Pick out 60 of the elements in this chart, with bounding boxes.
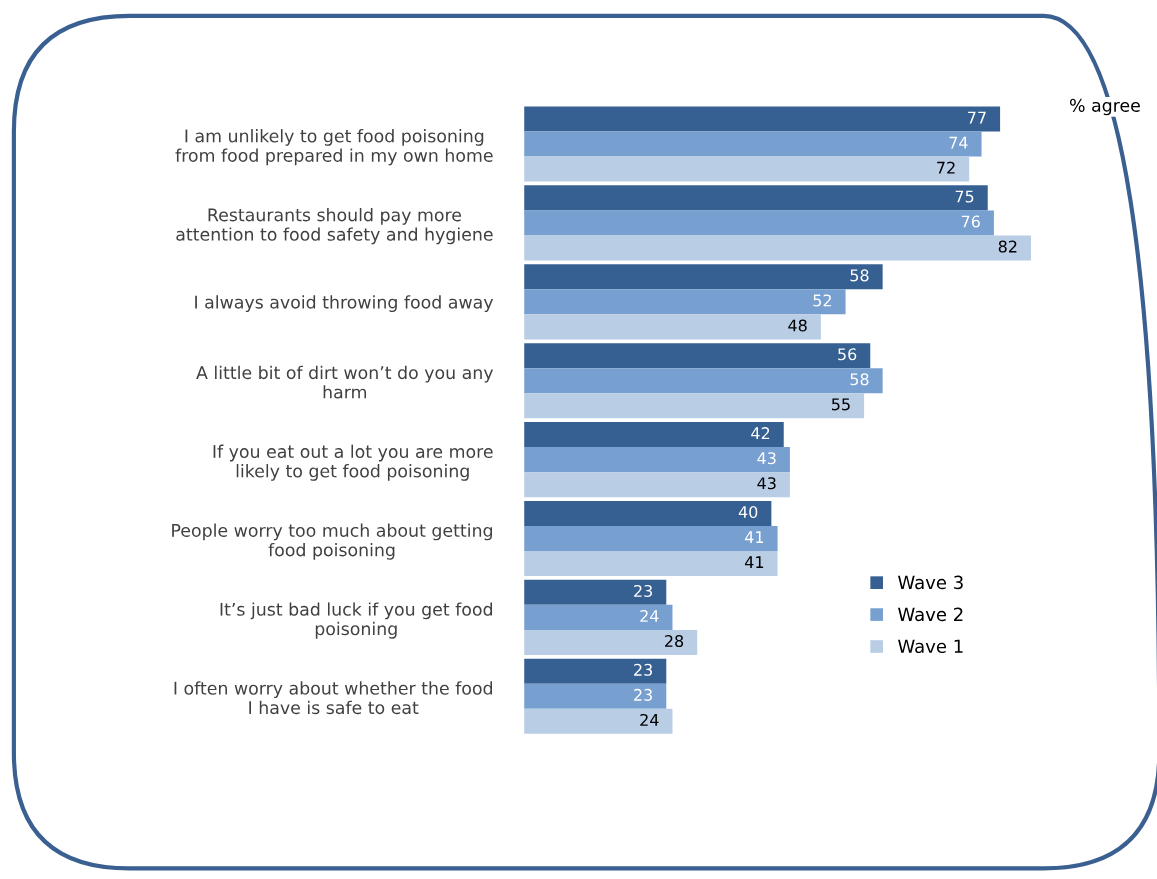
data-label: 43 xyxy=(757,477,776,490)
data-label: 42 xyxy=(751,427,770,439)
data-label: 24 xyxy=(640,713,659,726)
y-tick-label: I am unlikely to get food poisoning from food prepared in my own home xyxy=(175,129,493,166)
data-label: 48 xyxy=(788,319,807,332)
data-label: 56 xyxy=(838,348,857,361)
bar xyxy=(524,500,772,526)
y-tick-label: If you eat out a lot you are more likely to get food poisoning xyxy=(213,444,493,481)
data-label: 24 xyxy=(640,609,659,622)
data-label: 74 xyxy=(949,136,968,149)
y-tick-label: It’s just bad luck if you get food poisoning xyxy=(220,602,492,639)
bar xyxy=(524,629,698,655)
bar xyxy=(524,289,846,315)
text: % agree xyxy=(1070,98,1140,116)
data-label: 23 xyxy=(634,584,652,597)
y-tick-label: I always avoid throwing food away xyxy=(195,295,494,313)
data-label: 23 xyxy=(634,688,652,701)
data-label: 72 xyxy=(937,161,955,174)
bar xyxy=(524,264,883,290)
y-tick-label: Restaurants should pay more attention to food safety and hygiene xyxy=(176,207,493,245)
bar xyxy=(524,314,821,340)
y-tick-label: I often worry about whether the food I have is safe to eat xyxy=(174,681,492,715)
data-label: 55 xyxy=(832,398,850,411)
data-label: 41 xyxy=(745,556,764,568)
data-label: 41 xyxy=(745,531,764,543)
bar xyxy=(524,156,970,182)
data-label: 75 xyxy=(955,190,974,203)
legend-label: Wave 2 xyxy=(898,607,963,622)
data-label: 58 xyxy=(850,373,869,386)
data-label: 43 xyxy=(757,452,776,465)
bar xyxy=(524,525,778,552)
bar xyxy=(524,210,994,236)
data-label: 77 xyxy=(968,111,986,124)
bar xyxy=(524,131,982,157)
bar xyxy=(524,185,988,211)
data-label: 23 xyxy=(634,663,652,676)
bar xyxy=(524,683,667,709)
bar xyxy=(524,368,883,394)
bar xyxy=(524,658,667,684)
bar xyxy=(524,393,865,419)
y-tick-label: People worry too much about getting food poisoning xyxy=(172,523,492,560)
bar xyxy=(524,708,673,734)
data-label: 76 xyxy=(961,215,980,228)
legend-label: Wave 1 xyxy=(898,639,963,654)
bar xyxy=(524,447,790,473)
bar xyxy=(524,472,790,498)
data-label: 28 xyxy=(665,634,684,648)
data-label: 52 xyxy=(813,294,831,307)
bar xyxy=(524,343,871,369)
data-label: 82 xyxy=(998,240,1017,253)
bar xyxy=(524,551,778,577)
bar xyxy=(524,235,1031,261)
data-label: 58 xyxy=(850,269,869,282)
bar xyxy=(524,604,673,630)
legend-label: Wave 3 xyxy=(898,575,963,590)
data-label: 40 xyxy=(738,506,758,519)
bar xyxy=(524,579,667,605)
y-tick-label: A little bit of dirt won’t do you any harm xyxy=(196,365,494,399)
bar xyxy=(524,422,784,448)
bar xyxy=(524,106,1001,132)
